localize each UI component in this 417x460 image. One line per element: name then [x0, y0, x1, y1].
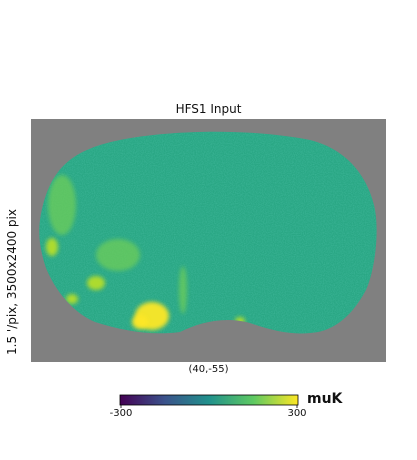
field-noise [39, 131, 377, 334]
bright-source-west-blob-0 [87, 276, 105, 290]
bright-source-west-blob-2 [46, 238, 58, 256]
bright-source-south-blob-1 [132, 315, 148, 329]
colorbar-max-label: 300 [287, 408, 307, 419]
bright-source-west-blob-1 [66, 294, 78, 304]
colorbar [119, 394, 299, 408]
galactic-filament-west-blob-2 [96, 239, 140, 271]
galactic-filament-west [48, 175, 187, 314]
galactic-filament-west-blob-0 [48, 175, 76, 235]
bright-source-south [132, 302, 169, 330]
center-coordinate-label: (40,-55) [188, 364, 229, 375]
colorbar-unit-label: muK [307, 391, 343, 407]
colorbar-min-label: -300 [109, 408, 133, 419]
colorbar-gradient [119, 394, 299, 406]
bright-source-west [46, 238, 105, 304]
galactic-filament-west-blob-1 [179, 266, 187, 314]
chart-title: HFS1 Input [175, 102, 242, 116]
